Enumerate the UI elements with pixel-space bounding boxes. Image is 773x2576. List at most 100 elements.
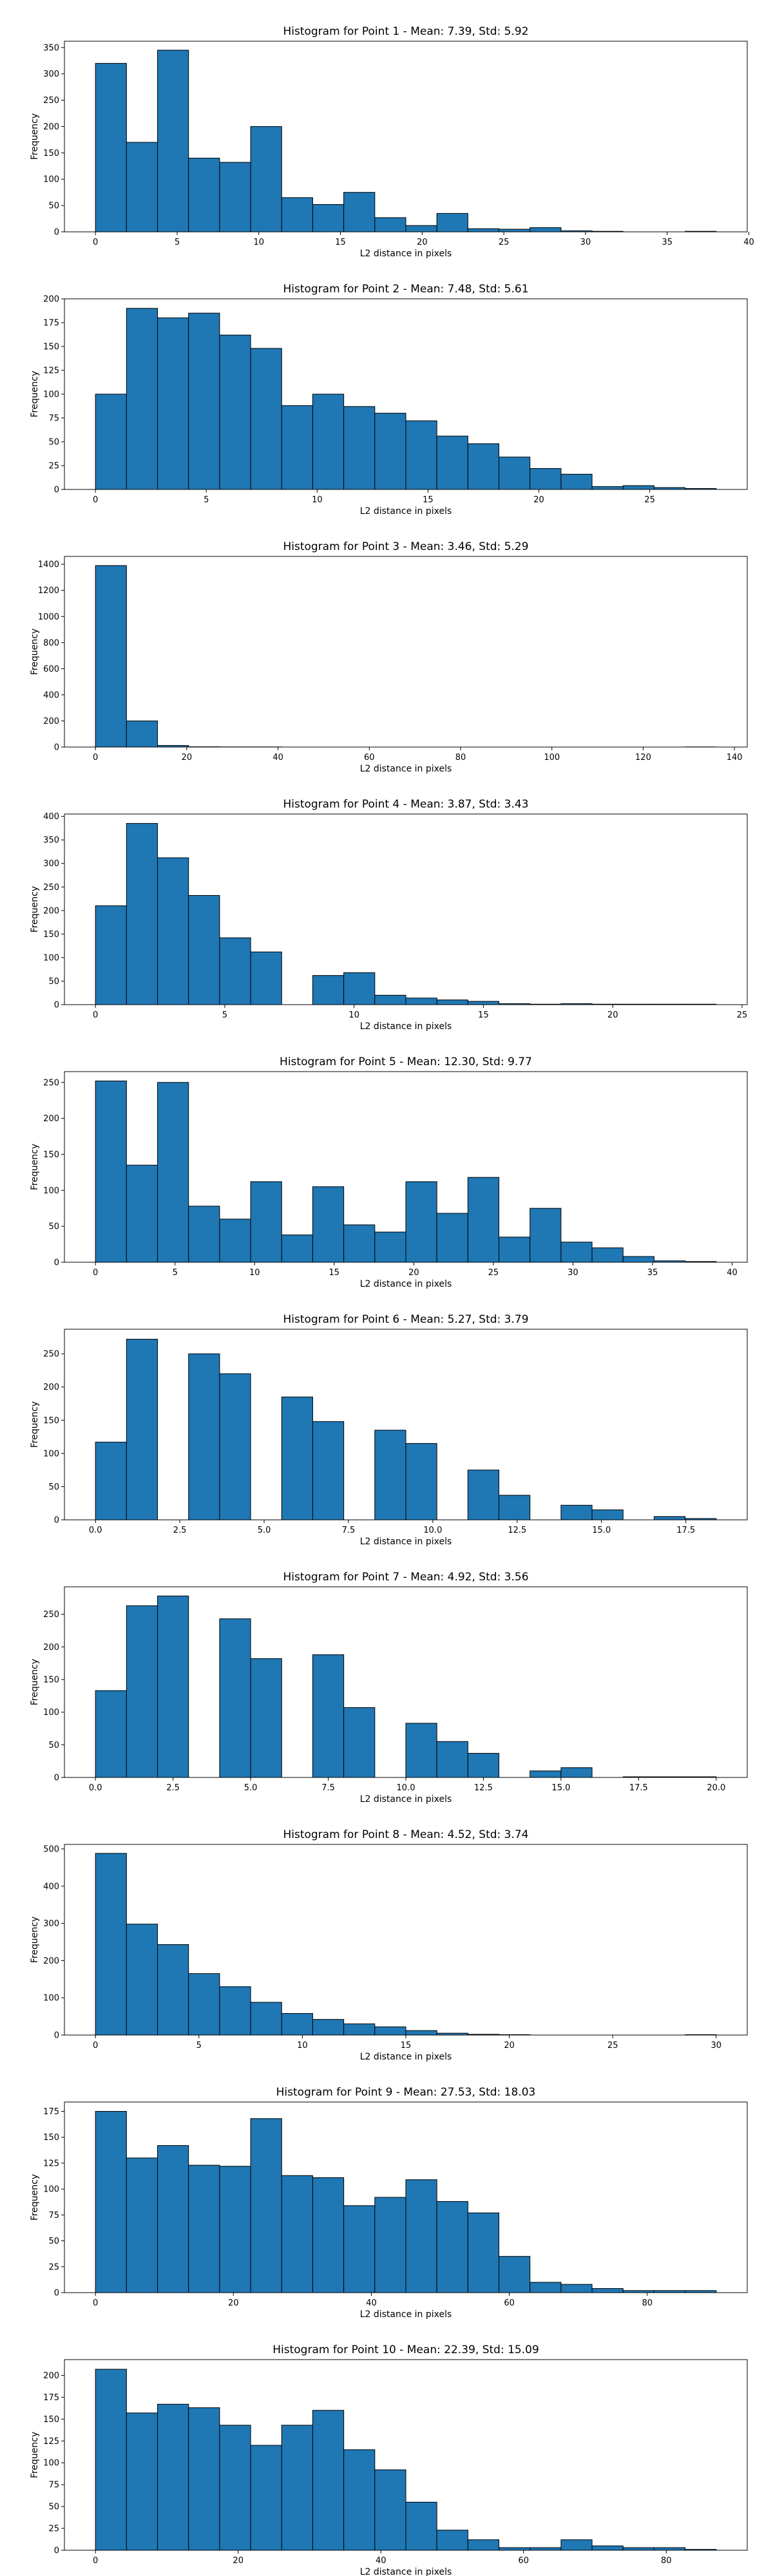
x-axis-label: L2 distance in pixels bbox=[360, 1537, 452, 1547]
y-axis: 0 50 100 150 200 250 300 350 bbox=[43, 43, 64, 238]
y-tick-label: 175 bbox=[43, 2393, 59, 2403]
y-tick-label: 175 bbox=[43, 319, 59, 328]
y-tick-label: 0 bbox=[54, 1516, 59, 1526]
y-tick-label: 100 bbox=[43, 1708, 59, 1718]
bar bbox=[157, 2145, 189, 2293]
y-axis-label: Frequency bbox=[30, 886, 40, 933]
bar bbox=[95, 2110, 127, 2293]
y-tick-label: 25 bbox=[48, 2262, 59, 2272]
bar bbox=[219, 162, 251, 232]
y-tick-label: 300 bbox=[43, 70, 59, 79]
x-axis: 0 5 10 15 20 25 30 35 40 bbox=[93, 1262, 738, 1278]
y-tick-label: 25 bbox=[48, 462, 59, 471]
x-tick-label: 100 bbox=[544, 753, 560, 762]
bar bbox=[374, 413, 406, 490]
bar bbox=[530, 1770, 562, 1778]
bar bbox=[467, 1177, 500, 1263]
x-tick-label: 30 bbox=[568, 1268, 578, 1278]
y-axis-label: Frequency bbox=[30, 1659, 40, 1705]
bar bbox=[343, 406, 376, 490]
plot-frame bbox=[64, 2101, 748, 2293]
x-tick-label: 15.0 bbox=[551, 1783, 570, 1793]
y-tick-label: 300 bbox=[43, 1919, 59, 1929]
bar bbox=[188, 1206, 220, 1263]
bar bbox=[188, 312, 220, 490]
bar bbox=[312, 2177, 345, 2293]
chart-title: Histogram for Point 5 - Mean: 12.30, Std… bbox=[280, 1056, 532, 1068]
chart-title: Histogram for Point 6 - Mean: 5.27, Std:… bbox=[283, 1313, 528, 1326]
y-tick-label: 200 bbox=[43, 295, 59, 305]
x-tick-label: 25 bbox=[488, 1268, 499, 1278]
bar bbox=[188, 2164, 220, 2293]
chart-title: Histogram for Point 4 - Mean: 3.87, Std:… bbox=[283, 798, 528, 811]
chart-title: Histogram for Point 7 - Mean: 4.92, Std:… bbox=[283, 1571, 528, 1584]
bar bbox=[467, 228, 500, 232]
y-tick-label: 0 bbox=[54, 1001, 59, 1010]
bar bbox=[281, 2175, 313, 2293]
y-tick-label: 100 bbox=[43, 175, 59, 185]
y-tick-label: 0 bbox=[54, 1258, 59, 1268]
bar bbox=[467, 1001, 500, 1005]
bar bbox=[281, 197, 313, 232]
bars bbox=[95, 1338, 717, 1520]
y-axis: 0 25 50 75 100 125 150 175 200 bbox=[43, 2371, 64, 2556]
bars bbox=[95, 823, 717, 1005]
y-tick-label: 150 bbox=[43, 1150, 59, 1160]
x-tick-label: 5.0 bbox=[258, 1526, 271, 1535]
y-tick-label: 200 bbox=[43, 2371, 59, 2381]
bar bbox=[126, 308, 158, 490]
x-tick-label: 25 bbox=[499, 238, 510, 247]
y-tick-label: 400 bbox=[43, 812, 59, 822]
chart-2: Histogram for Point 2 - Mean: 7.48, Std:… bbox=[30, 283, 748, 516]
x-tick-label: 2.5 bbox=[173, 1526, 187, 1535]
bar bbox=[405, 1443, 437, 1520]
y-axis-label: Frequency bbox=[30, 113, 40, 160]
bar bbox=[436, 999, 468, 1005]
x-axis: 0 5 10 15 20 25 bbox=[93, 489, 655, 505]
y-tick-label: 50 bbox=[48, 977, 59, 987]
bar bbox=[499, 229, 531, 232]
x-axis: 0 20 40 60 80 bbox=[93, 2293, 653, 2308]
bar bbox=[312, 975, 345, 1005]
x-axis: 0 5 10 15 20 25 30 bbox=[93, 2035, 721, 2050]
bar bbox=[250, 348, 282, 490]
bar bbox=[312, 2019, 345, 2036]
bar bbox=[343, 2205, 376, 2293]
y-axis: 0 50 100 150 200 250 bbox=[43, 1350, 64, 1526]
bar bbox=[126, 720, 158, 748]
bar bbox=[499, 2256, 531, 2293]
bar bbox=[126, 1924, 158, 2036]
bar bbox=[95, 905, 127, 1005]
chart-6: Histogram for Point 6 - Mean: 5.27, Std:… bbox=[30, 1313, 748, 1547]
x-tick-label: 80 bbox=[455, 753, 466, 762]
bar bbox=[95, 2369, 127, 2551]
bar bbox=[219, 937, 251, 1005]
bar bbox=[591, 1247, 624, 1263]
y-tick-label: 175 bbox=[43, 2107, 59, 2117]
y-tick-label: 200 bbox=[43, 1956, 59, 1966]
bar bbox=[312, 393, 345, 490]
bar bbox=[436, 213, 468, 232]
y-tick-label: 0 bbox=[54, 2546, 59, 2556]
x-tick-label: 20 bbox=[233, 2556, 243, 2566]
y-tick-label: 50 bbox=[48, 1482, 59, 1492]
bar bbox=[436, 1213, 468, 1263]
bar bbox=[374, 2197, 406, 2293]
bars bbox=[95, 2110, 717, 2293]
y-axis-label: Frequency bbox=[30, 2432, 40, 2478]
x-tick-label: 20 bbox=[504, 2041, 515, 2050]
y-tick-label: 50 bbox=[48, 438, 59, 448]
x-axis-label: L2 distance in pixels bbox=[360, 1794, 452, 1804]
bar bbox=[405, 998, 437, 1005]
bar bbox=[312, 1421, 345, 1520]
x-axis: 0 5 10 15 20 25 bbox=[93, 1005, 747, 1020]
bar bbox=[467, 443, 500, 490]
bar bbox=[219, 334, 251, 490]
y-axis: 0 50 100 150 200 250 bbox=[43, 1610, 64, 1783]
y-tick-label: 200 bbox=[43, 906, 59, 916]
x-tick-label: 10.0 bbox=[397, 1783, 415, 1793]
bar bbox=[157, 1082, 189, 1263]
y-axis: 0 25 50 75 100 125 150 175 bbox=[43, 2107, 64, 2298]
bar bbox=[95, 62, 127, 232]
bar bbox=[157, 50, 189, 232]
